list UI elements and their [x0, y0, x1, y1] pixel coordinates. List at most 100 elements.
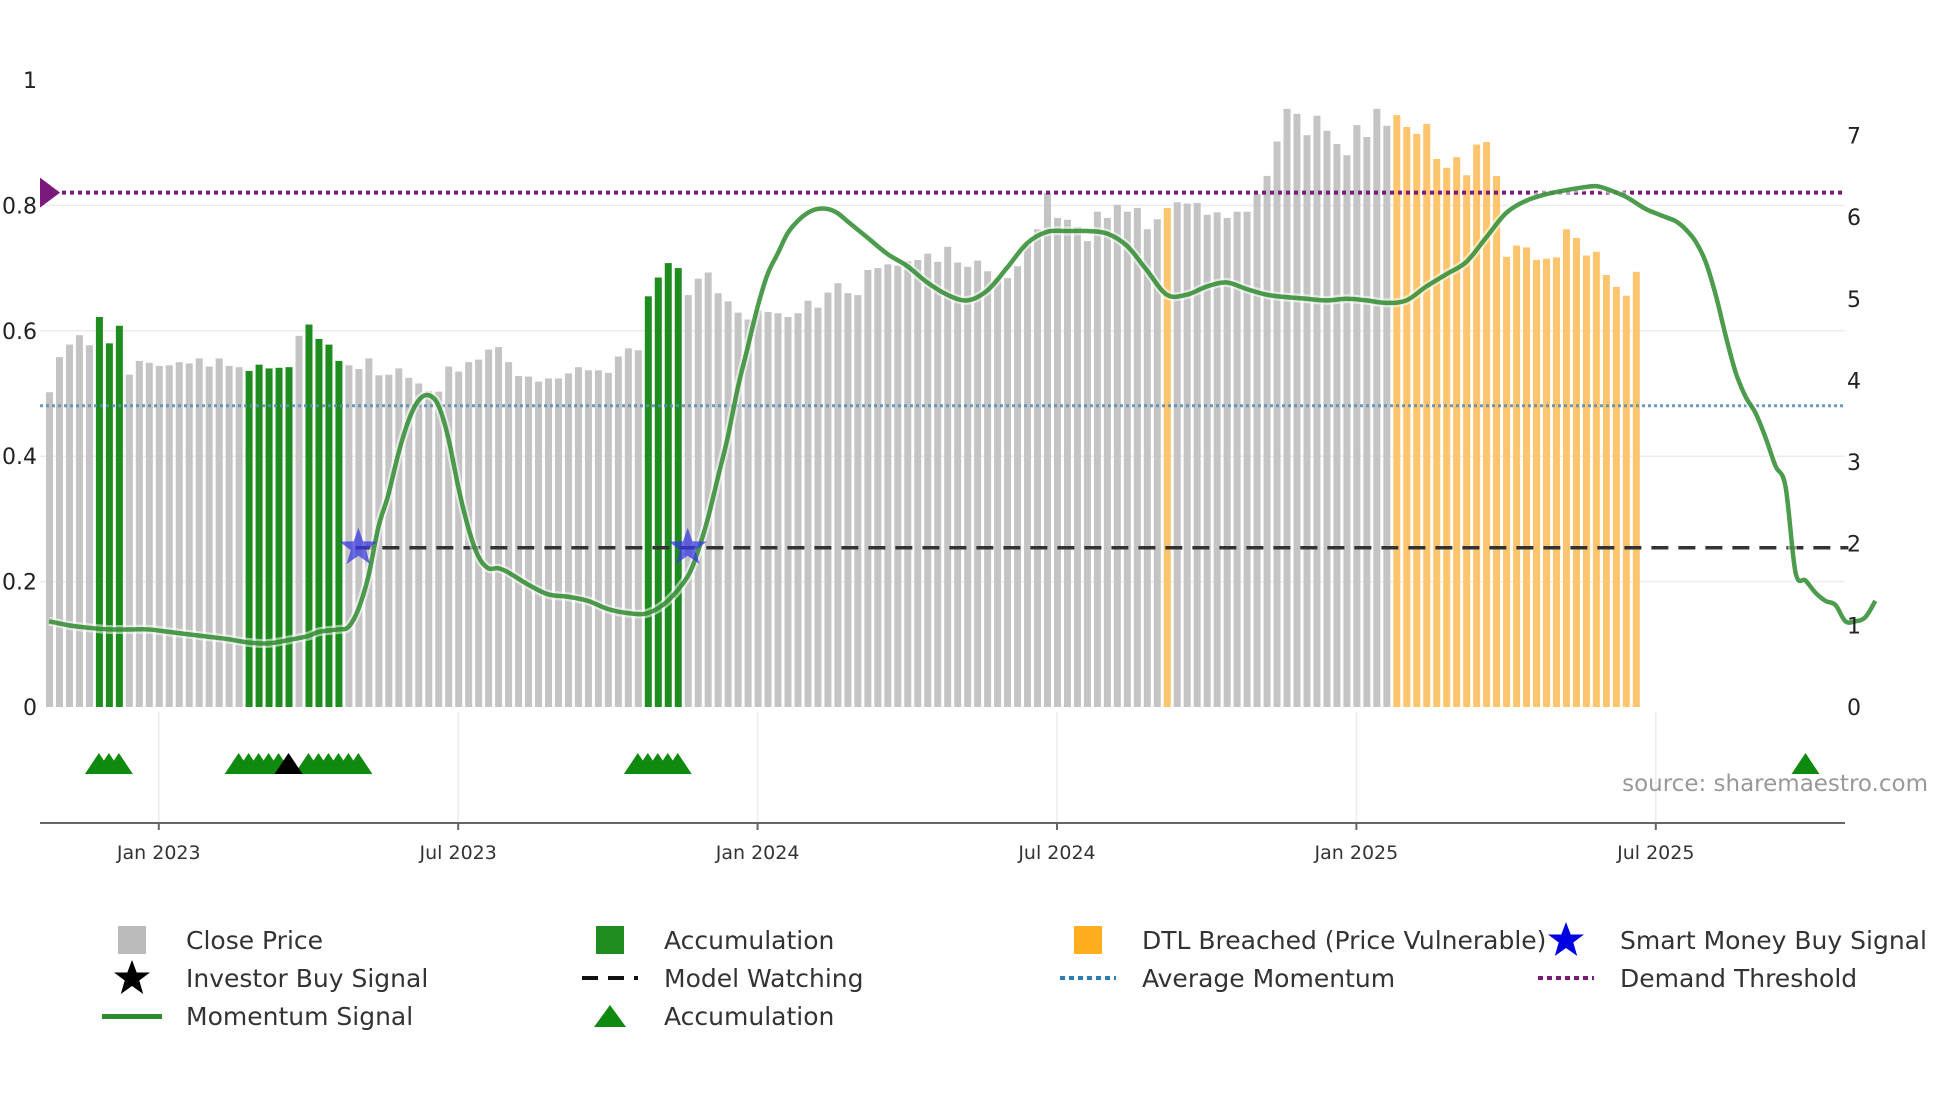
close-price-bar: [844, 293, 852, 707]
dtl-breached-bar: [1443, 167, 1451, 707]
close-price-bar: [804, 300, 812, 707]
left-tick-label: 0: [23, 696, 37, 721]
close-price-bar: [714, 293, 722, 707]
close-price-bar: [1034, 229, 1042, 707]
close-price-bar: [175, 362, 183, 707]
close-price-bar: [954, 262, 962, 707]
close-price-bar: [594, 370, 602, 707]
close-price-bar: [515, 375, 523, 707]
close-price-bar: [574, 367, 582, 707]
dtl-breached-bar: [1403, 127, 1411, 707]
close-price-bar: [495, 347, 503, 707]
dtl-breached-bar: [1582, 255, 1590, 707]
close-price-bar: [1283, 108, 1291, 708]
x-axis: Jan 2023 Jul 2023 Jan 2024 Jul 2024 Jan 2025…: [40, 822, 1845, 864]
close-price-bar: [345, 365, 353, 707]
close-price-bar: [1373, 108, 1381, 708]
close-price-bar: [884, 264, 892, 707]
close-price-bar: [1313, 115, 1321, 707]
close-price-bar: [445, 366, 453, 707]
close-price-bar: [155, 365, 163, 707]
close-price-bar: [784, 317, 792, 707]
close-price-bar: [1004, 278, 1012, 707]
close-price-bar: [385, 374, 393, 707]
close-price-bar: [395, 368, 403, 707]
close-price-bar: [505, 362, 513, 707]
x-tick-label: Jul 2025: [1616, 842, 1694, 864]
close-price-bar: [195, 358, 203, 707]
close-price-bar: [724, 301, 732, 707]
dtl-breached-bar: [1543, 258, 1550, 707]
close-price-bar: [125, 374, 133, 707]
close-price-bar: [604, 372, 612, 707]
close-price-bar: [774, 313, 782, 707]
close-price-bar: [864, 269, 872, 707]
close-price-bar: [1063, 219, 1071, 708]
x-tick-label: Jan 2024: [715, 842, 800, 864]
close-price-bar: [75, 335, 83, 707]
close-price-bar: [1044, 192, 1051, 708]
close-price-bar: [85, 345, 93, 707]
close-price-bar: [904, 261, 912, 707]
accumulation-bar: [245, 370, 253, 707]
accumulation-bar: [315, 338, 323, 707]
close-price-bar: [964, 266, 972, 707]
accumulation-bar: [654, 277, 662, 707]
close-price-bar: [55, 357, 63, 707]
close-price-bar: [405, 377, 413, 707]
accumulation-bar: [285, 367, 293, 707]
bar-series: [46, 108, 1640, 708]
dtl-breached-bar: [1533, 259, 1541, 707]
dtl-breached-bar: [1493, 175, 1501, 707]
dtl-breached-bar: [1453, 157, 1461, 708]
accumulation-bar: [265, 368, 273, 707]
close-price-bar: [1303, 135, 1311, 707]
dtl-breached-bar: [1562, 229, 1570, 707]
close-price-bar: [564, 373, 572, 707]
close-price-bar: [734, 312, 742, 707]
close-price-bar: [545, 378, 552, 707]
smart-money-star: [339, 527, 378, 564]
close-price-bar: [634, 350, 642, 707]
close-price-bar: [974, 260, 982, 707]
accumulation-bar: [275, 367, 283, 707]
close-price-bar: [764, 311, 772, 707]
close-price-bar: [135, 360, 143, 707]
close-price-bar: [1353, 125, 1361, 708]
left-tick-label: 0.2: [2, 571, 37, 596]
right-tick-label: 5: [1847, 288, 1861, 313]
close-price-bar: [1233, 211, 1241, 708]
close-price-bar: [1173, 202, 1181, 707]
close-price-bar: [365, 358, 373, 707]
close-price-bar: [205, 366, 213, 707]
close-price-bar: [924, 253, 932, 707]
accumulation-bar: [95, 317, 103, 707]
axis-ticks: 0 0.2 0.4 0.6 0.8 1 0 1 2 3 4 5 6 7: [2, 69, 1861, 721]
close-price-bar: [554, 378, 562, 707]
close-price-bar: [1193, 202, 1201, 707]
close-price-bar: [1024, 244, 1032, 707]
threshold-marker: [40, 177, 60, 208]
dtl-breached-bar: [1503, 256, 1511, 707]
momentum-signal-line: [48, 181, 1880, 648]
close-price-bar: [874, 268, 882, 707]
dtl-breached-bar: [1592, 251, 1600, 707]
smart-money-star: [668, 527, 707, 564]
close-price-bar: [704, 272, 712, 707]
close-price-bar: [295, 335, 303, 707]
signal-strip: [84, 753, 1820, 774]
close-price-bar: [185, 363, 193, 707]
close-price-bar: [614, 356, 622, 707]
left-tick-label: 1: [23, 69, 37, 94]
dtl-breached-bar: [1552, 257, 1560, 707]
accumulation-bar: [644, 296, 652, 707]
close-price-bar: [1223, 217, 1231, 707]
close-price-bar: [854, 295, 862, 707]
close-price-bar: [1093, 211, 1101, 708]
x-tick-label: Jan 2025: [1314, 842, 1399, 864]
close-price-bar: [1213, 212, 1221, 707]
accumulation-marker: [104, 753, 133, 774]
close-price-bar: [684, 295, 692, 707]
accumulation-bar: [105, 343, 113, 707]
dtl-breached-bar: [1433, 159, 1441, 707]
